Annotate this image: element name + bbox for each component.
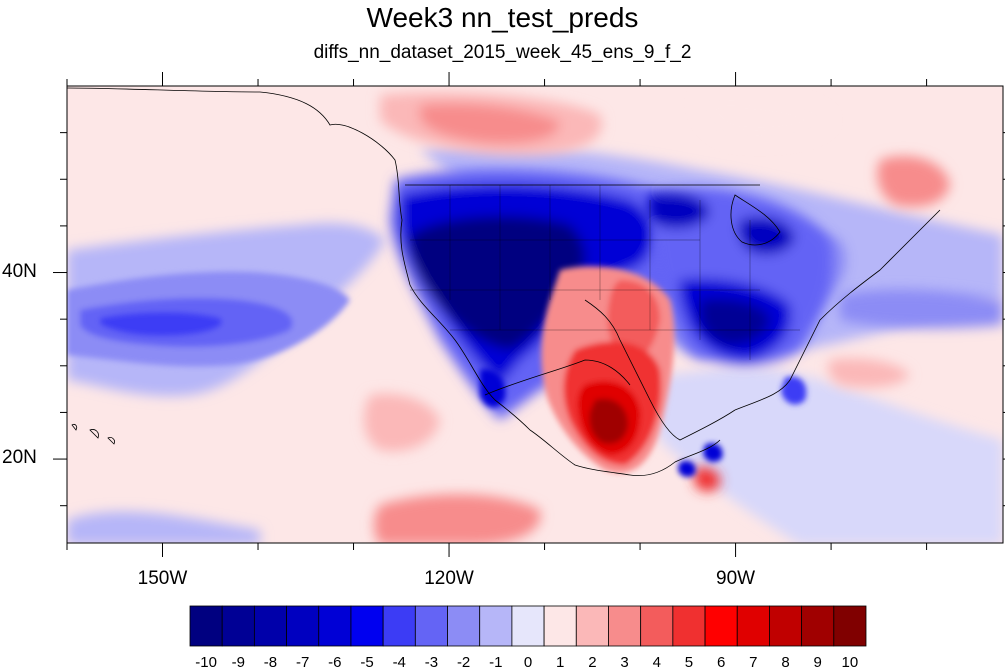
colorbar-swatch (769, 605, 803, 647)
colorbar-swatch (447, 605, 481, 647)
gulf-coastline (584, 299, 736, 441)
colorbar-label: 6 (716, 654, 726, 671)
y-tick-label: 40N (2, 260, 37, 282)
x-tick-label: 120W (424, 568, 474, 589)
state-borders (410, 185, 800, 360)
colorbar-swatch (318, 605, 352, 647)
field-positive-other (364, 92, 950, 543)
colorbar-label: -5 (360, 654, 374, 671)
colorbar-swatch (672, 605, 706, 647)
colorbar-swatch (286, 605, 320, 647)
colorbar-label: 0 (523, 654, 533, 671)
colorbar-label: -8 (263, 654, 278, 671)
colorbar-label: 8 (781, 654, 790, 671)
x-tick-label: 90W (716, 568, 756, 589)
colorbar-label: 10 (841, 654, 859, 671)
colorbar-swatch (414, 605, 448, 647)
colorbar-label: 3 (620, 654, 629, 671)
map-frame (66, 85, 1004, 544)
plot-subtitle: diffs_nn_dataset_2015_week_45_ens_9_f_2 (313, 42, 692, 63)
x-tick-label: 150W (137, 568, 188, 589)
colorbar-label: -2 (456, 654, 471, 671)
colorbar-swatch (543, 605, 577, 647)
colorbar-swatch (189, 605, 223, 647)
plot-title: Week3 nn_test_preds (366, 2, 639, 33)
colorbar-swatch (382, 605, 416, 647)
colorbar-swatch (350, 605, 384, 647)
colorbar-swatch (221, 605, 255, 647)
colorbar-swatch (801, 605, 835, 647)
great-lakes-outline (730, 194, 781, 246)
colorbar-label: -7 (295, 654, 310, 671)
colorbar-swatch (833, 605, 867, 647)
colorbar-swatch (608, 605, 642, 647)
y-tick-label: 20N (2, 447, 37, 469)
colorbar-label: 1 (556, 654, 565, 671)
colorbar-label: 5 (684, 654, 694, 671)
colorbar-swatch (736, 605, 770, 647)
colorbar-label: -10 (195, 654, 217, 671)
colorbar-swatch (253, 605, 287, 647)
field-negative-east (648, 187, 1003, 365)
colorbar-label: -1 (489, 654, 503, 671)
colorbar-label: -4 (392, 654, 406, 671)
colorbar-swatch (511, 605, 545, 647)
map-field (67, 86, 1003, 543)
field-negative-pacific (67, 271, 350, 367)
colorbar-label: 4 (652, 654, 661, 671)
colorbar (189, 605, 867, 647)
colorbar-label: -6 (328, 654, 342, 671)
us-mexico-border (484, 359, 631, 396)
field-negative-west (390, 169, 708, 420)
x-axis-ticks (66, 72, 928, 557)
pacific-coastline (67, 87, 721, 477)
colorbar-swatch (704, 605, 738, 647)
hawaii-outline (71, 423, 115, 445)
coastlines (67, 87, 941, 477)
colorbar-label: 2 (588, 654, 597, 671)
colorbar-swatch (640, 605, 674, 647)
y-axis-ticks (53, 132, 1005, 507)
colorbar-swatch (479, 605, 513, 647)
colorbar-label: -3 (424, 654, 439, 671)
colorbar-label: 7 (749, 654, 758, 671)
colorbar-swatch (575, 605, 609, 647)
atlantic-coastline (734, 209, 941, 411)
colorbar-label: -9 (231, 654, 245, 671)
colorbar-label: 9 (813, 654, 822, 671)
